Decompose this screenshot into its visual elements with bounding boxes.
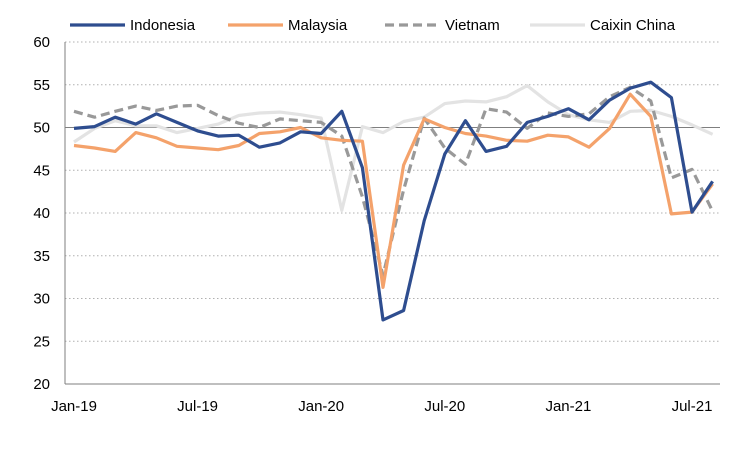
series-line-caixin-china [73,84,714,212]
legend-label: Indonesia [130,17,196,34]
series-line-malaysia [73,92,714,289]
legend-label: Vietnam [445,17,500,34]
y-tick-label: 30 [33,291,50,308]
x-tick-label: Jan-20 [298,398,344,415]
y-tick-label: 20 [33,376,50,393]
x-tick-label: Jul-19 [177,398,218,415]
x-tick-label: Jan-21 [545,398,591,415]
y-tick-labels: 60 55 50 45 40 35 30 25 20 [33,34,50,393]
y-tick-label: 35 [33,248,50,265]
y-tick-label: 25 [33,333,50,350]
legend-label: Caixin China [590,17,676,34]
x-tick-labels: Jan-19 Jul-19 Jan-20 Jul-20 Jan-21 Jul-21 [51,398,712,415]
y-tick-label: 55 [33,77,50,94]
y-tick-label: 45 [33,162,50,179]
legend: Indonesia Malaysia Vietnam Caixin China [70,17,676,34]
gridlines [65,41,720,342]
legend-label: Malaysia [288,17,348,34]
y-tick-label: 60 [33,34,50,51]
series-line-indonesia [73,80,714,322]
x-tick-label: Jan-19 [51,398,97,415]
y-tick-label: 40 [33,205,50,222]
x-tick-label: Jul-21 [672,398,713,415]
y-tick-label: 50 [33,120,50,137]
x-tick-label: Jul-20 [424,398,465,415]
series-lines [73,80,715,322]
